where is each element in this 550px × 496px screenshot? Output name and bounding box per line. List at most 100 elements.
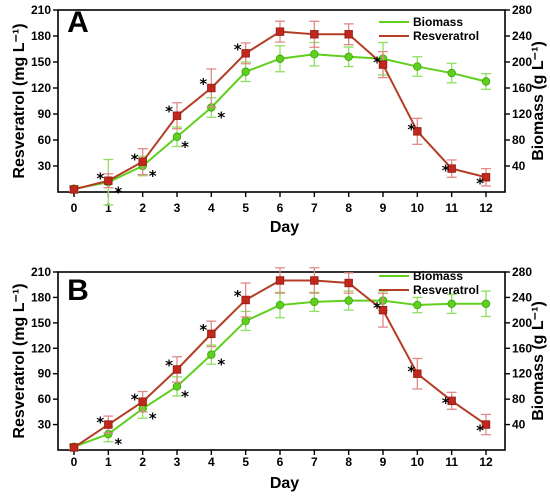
series-resveratrol: * * * * * * * * * xyxy=(69,20,491,194)
panel-a: 0 1 2 3 4 5 6 7 8 9 10 11 12306090120150180210408012… xyxy=(11,3,547,236)
data-point xyxy=(378,305,388,315)
x-tick-label: 7 xyxy=(311,201,318,215)
data-point xyxy=(413,300,422,310)
data-point xyxy=(413,127,422,136)
y-left-tick-label: 150 xyxy=(31,316,51,330)
x-tick-label: 8 xyxy=(345,201,352,215)
x-tick-label: 9 xyxy=(380,201,387,215)
y-left-tick-label: 120 xyxy=(31,81,51,95)
data-point xyxy=(413,369,422,378)
data-point xyxy=(138,157,147,166)
y-left-tick-label: 180 xyxy=(31,290,51,304)
data-point xyxy=(241,67,250,76)
significance-marker: * xyxy=(131,151,139,169)
y-right-tick-label: 200 xyxy=(512,55,532,69)
x-tick-label: 1 xyxy=(105,201,112,215)
y-right-tick-label: 280 xyxy=(512,3,532,17)
data-point xyxy=(310,276,319,285)
data-point xyxy=(447,396,456,406)
x-tick-label: 12 xyxy=(479,455,493,469)
data-point xyxy=(447,68,456,78)
series-biomass: * * * * xyxy=(69,41,491,206)
legend-entry: Resveratrol xyxy=(413,29,479,43)
significance-marker: * xyxy=(131,391,139,409)
x-tick-label: 11 xyxy=(445,201,458,215)
significance-marker: * xyxy=(149,167,157,185)
y-right-tick-label: 40 xyxy=(512,418,526,432)
data-point xyxy=(172,132,182,141)
panel-b: 0 1 2 3 4 5 6 7 8 9 10 11 12306090120150180210408012… xyxy=(11,265,547,492)
data-point xyxy=(104,176,113,185)
data-point xyxy=(310,297,319,307)
x-tick-label: 10 xyxy=(411,201,425,215)
data-point xyxy=(207,329,216,339)
y-right-tick-label: 120 xyxy=(512,107,532,121)
x-tick-label: 6 xyxy=(277,455,284,469)
significance-marker: * xyxy=(373,299,381,317)
data-point xyxy=(447,164,456,173)
y-left-tick-label: 30 xyxy=(38,418,52,432)
data-point xyxy=(241,316,250,326)
x-tick-label: 12 xyxy=(479,201,493,215)
legend-entry: Resveratrol xyxy=(413,283,479,297)
y-right-tick-label: 80 xyxy=(512,392,526,406)
data-point xyxy=(378,60,388,69)
series-biomass: * * * * xyxy=(69,290,491,453)
x-tick-label: 5 xyxy=(242,201,249,215)
series-resveratrol: * * * * * * * * * xyxy=(69,267,491,452)
significance-marker: * xyxy=(199,75,207,93)
data-point xyxy=(241,295,250,305)
x-tick-label: 2 xyxy=(139,455,146,469)
data-point xyxy=(275,300,285,310)
panel-label: A xyxy=(67,6,89,39)
significance-marker: * xyxy=(114,435,122,453)
y-right-tick-label: 240 xyxy=(512,290,532,304)
significance-marker: * xyxy=(373,54,381,72)
significance-marker: * xyxy=(217,356,225,374)
y-left-tick-label: 90 xyxy=(38,107,52,121)
y-right-tick-label: 160 xyxy=(512,81,532,95)
data-point xyxy=(481,173,491,182)
data-point xyxy=(275,27,285,36)
x-tick-label: 3 xyxy=(174,201,181,215)
x-tick-label: 7 xyxy=(311,455,318,469)
significance-marker: * xyxy=(165,103,173,121)
x-tick-label: 8 xyxy=(345,455,352,469)
data-point xyxy=(310,50,319,59)
data-point xyxy=(344,30,353,39)
data-point xyxy=(275,276,285,285)
significance-marker: * xyxy=(234,40,242,58)
data-point xyxy=(172,382,182,391)
significance-marker: * xyxy=(96,170,104,188)
y-left-tick-label: 120 xyxy=(31,341,51,355)
y-right-tick-label: 160 xyxy=(512,341,532,355)
y-left-tick-label: 210 xyxy=(31,265,51,279)
y-left-tick-label: 60 xyxy=(38,392,52,406)
y-left-tick-label: 150 xyxy=(31,55,51,69)
x-tick-label: 5 xyxy=(242,455,249,469)
significance-marker: * xyxy=(234,287,242,305)
data-point xyxy=(104,420,113,429)
x-tick-label: 0 xyxy=(71,455,78,469)
y-left-tick-label: 90 xyxy=(38,367,52,381)
y-right-axis-title: Biomass (g L⁻¹) xyxy=(530,41,547,161)
y-right-tick-label: 200 xyxy=(512,316,532,330)
data-point xyxy=(481,420,491,429)
data-point xyxy=(481,299,491,308)
significance-marker: * xyxy=(114,183,122,201)
data-point xyxy=(413,62,422,71)
significance-marker: * xyxy=(217,109,225,127)
x-tick-label: 0 xyxy=(71,201,78,215)
y-left-tick-label: 30 xyxy=(38,159,52,173)
y-right-tick-label: 280 xyxy=(512,265,532,279)
data-point xyxy=(207,83,216,93)
data-point xyxy=(447,299,456,308)
data-point xyxy=(69,185,79,194)
significance-marker: * xyxy=(476,174,484,192)
legend-entry: Biomass xyxy=(413,15,463,29)
y-left-tick-label: 60 xyxy=(38,133,52,147)
data-point xyxy=(172,365,182,374)
data-point xyxy=(344,296,353,305)
panel-label: B xyxy=(67,274,89,307)
x-tick-label: 4 xyxy=(208,455,215,469)
